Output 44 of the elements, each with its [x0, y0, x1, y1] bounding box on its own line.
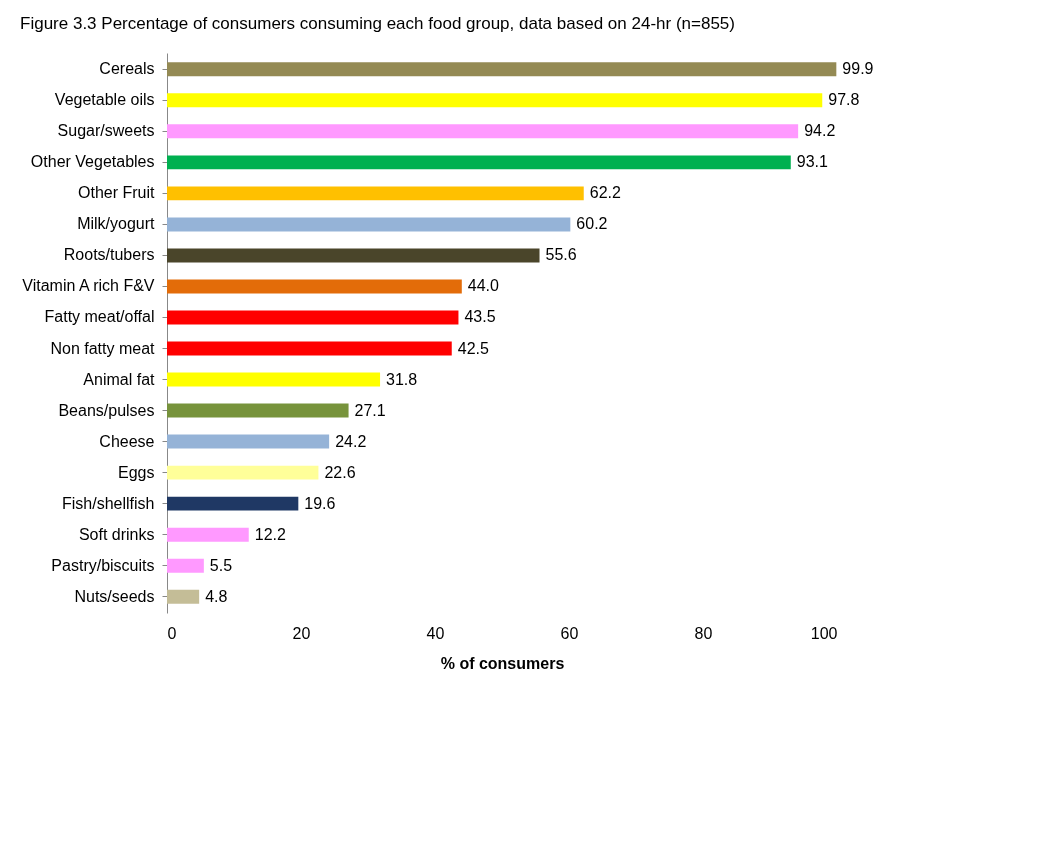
y-tick-label: Sugar/sweets: [57, 122, 155, 140]
y-tick-label: Pastry/biscuits: [51, 556, 155, 574]
y-tick-label: Other Fruit: [78, 184, 156, 202]
data-label: 55.6: [545, 246, 577, 264]
data-label: 93.1: [796, 153, 829, 171]
data-label: 97.8: [828, 91, 860, 109]
data-label: 42.5: [457, 339, 489, 357]
x-tick-label: 100: [810, 624, 838, 642]
data-label: 4.8: [205, 587, 228, 605]
data-label: 99.9: [842, 60, 874, 78]
y-tick-label: Nuts/seeds: [74, 587, 155, 605]
data-label: 22.6: [324, 463, 356, 481]
x-tick-label: 20: [292, 624, 311, 642]
data-label: 44.0: [467, 277, 500, 295]
y-tick-label: Roots/tubers: [63, 246, 155, 264]
y-tick-label: Cereals: [99, 60, 155, 78]
y-tick-label: Eggs: [118, 463, 155, 481]
data-label: 94.2: [804, 122, 836, 140]
data-label: 24.2: [335, 432, 367, 450]
data-label: 31.8: [386, 370, 418, 388]
data-label: 62.2: [589, 184, 621, 202]
chart-title: Figure 3.3 Percentage of consumers consuming each food group, data based on 24-hr (n=855): [20, 14, 735, 33]
data-label: 5.5: [209, 556, 233, 574]
data-label: 43.5: [464, 308, 496, 326]
y-tick-label: Milk/yogurt: [77, 215, 156, 233]
x-tick-label: 0: [167, 624, 177, 642]
y-tick-label: Beans/pulses: [58, 401, 155, 419]
y-tick-label: Vitamin A rich F&V: [22, 277, 155, 295]
y-tick-label: Other Vegetables: [30, 153, 155, 171]
data-label: 60.2: [576, 215, 608, 233]
y-tick-label: Cheese: [99, 432, 155, 450]
x-tick-label: 60: [560, 624, 579, 642]
y-tick-label: Vegetable oils: [54, 91, 155, 109]
data-label: 19.6: [304, 494, 336, 512]
data-label: 12.2: [254, 525, 286, 543]
x-tick-label: 80: [694, 624, 713, 642]
y-tick-label: Non fatty meat: [50, 339, 156, 357]
y-tick-label: Animal fat: [83, 370, 156, 388]
y-tick-label: Soft drinks: [78, 525, 155, 543]
x-tick-label: 40: [426, 624, 445, 642]
x-axis-title: % of consumers: [440, 654, 565, 672]
y-tick-label: Fish/shellfish: [62, 494, 155, 512]
data-label: 27.1: [354, 401, 386, 419]
y-tick-label: Fatty meat/offal: [44, 308, 155, 326]
